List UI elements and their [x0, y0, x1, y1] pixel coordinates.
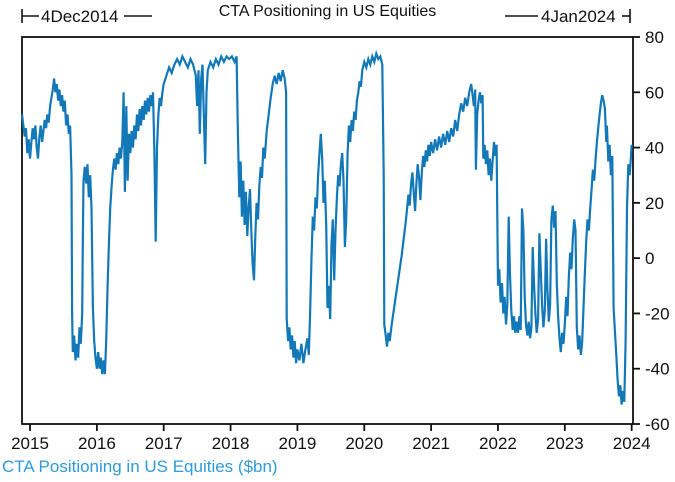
chart-title: CTA Positioning in US Equities — [218, 3, 437, 20]
y-tick-label: -20 — [645, 304, 670, 323]
x-tick-label: 2020 — [345, 434, 383, 453]
x-axis: 2015 2016 2017 2018 2019 2020 2021 2022 2023 2024 — [11, 424, 651, 453]
x-tick-label: 2024 — [613, 434, 651, 453]
start-date-annotation: 4Dec2014 — [41, 7, 119, 26]
y-tick-label: 40 — [645, 139, 664, 158]
y-tick-label: 20 — [645, 194, 664, 213]
x-tick-label: 2019 — [279, 434, 317, 453]
x-tick-label: 2018 — [212, 434, 250, 453]
y-tick-label: 0 — [645, 249, 654, 268]
x-tick-label: 2021 — [412, 434, 450, 453]
x-tick-label: 2016 — [78, 434, 116, 453]
x-tick-label: 2017 — [145, 434, 183, 453]
series-line — [20, 49, 633, 405]
x-tick-label: 2023 — [546, 434, 584, 453]
end-date-annotation: 4Jan2024 — [541, 7, 616, 26]
plot-frame — [21, 36, 634, 425]
y-tick-label: 60 — [645, 83, 664, 102]
series-legend-label: CTA Positioning in US Equities ($bn) — [2, 457, 278, 476]
y-axis: 80 60 40 20 0 -20 -40 -60 — [633, 28, 670, 434]
y-tick-label: -40 — [645, 360, 670, 379]
date-range-markers — [21, 9, 631, 23]
y-tick-label: -60 — [645, 415, 670, 434]
x-tick-label: 2022 — [479, 434, 517, 453]
x-tick-label: 2015 — [11, 434, 49, 453]
y-tick-label: 80 — [645, 28, 664, 47]
